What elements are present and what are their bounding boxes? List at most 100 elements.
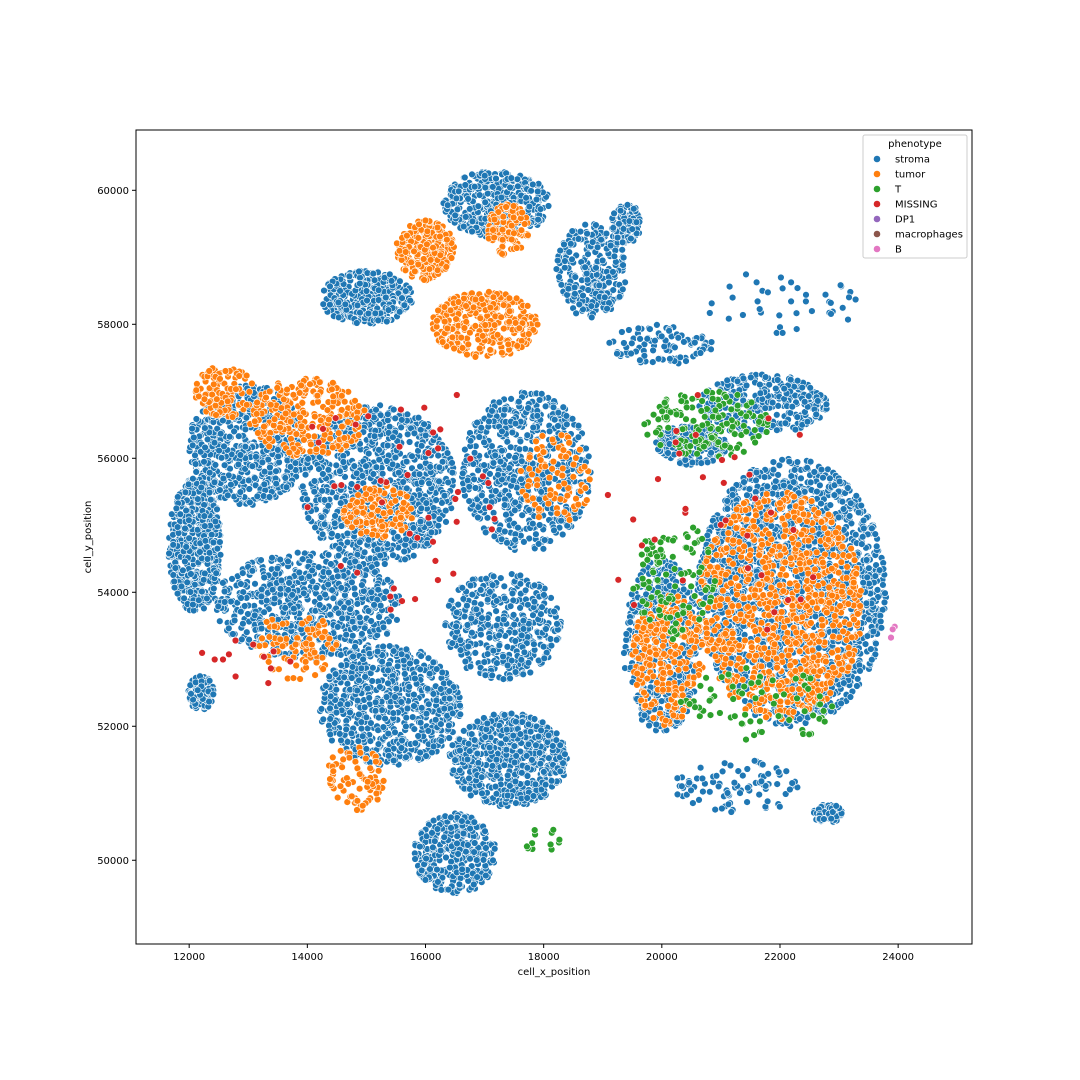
point-stroma bbox=[336, 730, 344, 738]
point-stroma bbox=[426, 669, 434, 678]
point-stroma bbox=[509, 731, 517, 740]
point-stroma bbox=[391, 728, 399, 736]
point-stroma bbox=[203, 594, 211, 603]
point-stroma bbox=[398, 736, 406, 745]
point-stroma bbox=[514, 182, 522, 191]
point-stroma bbox=[367, 719, 375, 727]
point-stroma bbox=[402, 713, 410, 722]
point-stroma bbox=[245, 485, 254, 493]
point-stroma bbox=[378, 470, 387, 478]
point-stroma bbox=[281, 474, 289, 482]
point-stroma bbox=[510, 742, 519, 750]
point-stroma bbox=[374, 545, 382, 554]
point-stroma bbox=[512, 799, 520, 807]
point-stroma bbox=[369, 664, 377, 672]
point-stroma bbox=[414, 414, 423, 422]
point-stroma bbox=[334, 298, 343, 307]
point-stroma bbox=[364, 684, 372, 693]
point-stroma bbox=[319, 300, 327, 308]
point-stroma bbox=[362, 462, 370, 470]
point-stroma bbox=[343, 738, 352, 746]
point-stroma bbox=[481, 183, 489, 192]
point-stroma bbox=[381, 560, 389, 568]
point-stroma bbox=[201, 443, 209, 452]
point-stroma bbox=[445, 734, 453, 742]
point-stroma bbox=[294, 548, 302, 557]
point-stroma bbox=[322, 682, 330, 690]
point-stroma bbox=[384, 410, 392, 418]
point-stroma bbox=[375, 713, 383, 722]
point-stroma bbox=[326, 301, 334, 309]
point-stroma bbox=[534, 215, 542, 224]
point-stroma bbox=[429, 742, 438, 751]
point-stroma bbox=[329, 594, 337, 602]
point-stroma bbox=[257, 556, 265, 564]
point-stroma bbox=[324, 502, 332, 510]
point-stroma bbox=[513, 175, 522, 183]
point-stroma bbox=[219, 579, 227, 587]
point-stroma bbox=[219, 474, 228, 483]
point-stroma bbox=[391, 453, 400, 462]
point-stroma bbox=[500, 761, 508, 769]
point-stroma bbox=[424, 685, 432, 693]
point-stroma bbox=[444, 201, 452, 209]
point-stroma bbox=[460, 727, 468, 735]
point-stroma bbox=[466, 785, 474, 793]
point-stroma bbox=[206, 469, 214, 477]
point-stroma bbox=[391, 414, 399, 422]
point-stroma bbox=[201, 569, 209, 578]
point-stroma bbox=[186, 588, 195, 596]
point-stroma bbox=[415, 470, 424, 478]
point-stroma bbox=[187, 570, 195, 578]
point-stroma bbox=[251, 611, 259, 619]
point-stroma bbox=[276, 555, 284, 564]
point-stroma bbox=[465, 774, 473, 783]
point-stroma bbox=[403, 410, 412, 419]
point-stroma bbox=[536, 759, 545, 768]
point-stroma bbox=[445, 721, 453, 730]
point-stroma bbox=[402, 753, 410, 761]
point-stroma bbox=[205, 549, 214, 557]
point-stroma bbox=[258, 585, 266, 594]
point-stroma bbox=[194, 495, 202, 503]
point-stroma bbox=[507, 709, 516, 718]
point-stroma bbox=[398, 294, 406, 302]
point-stroma bbox=[173, 589, 182, 598]
point-stroma bbox=[358, 581, 366, 589]
point-stroma bbox=[362, 745, 371, 753]
point-stroma bbox=[355, 267, 363, 276]
point-stroma bbox=[327, 692, 335, 700]
point-stroma bbox=[389, 551, 397, 559]
point-stroma bbox=[362, 713, 371, 721]
point-stroma bbox=[391, 693, 399, 701]
point-stroma bbox=[182, 543, 190, 551]
point-stroma bbox=[318, 530, 327, 538]
point-stroma bbox=[511, 777, 520, 786]
point-stroma bbox=[229, 630, 237, 638]
point-stroma bbox=[416, 718, 425, 727]
point-stroma bbox=[384, 729, 392, 738]
point-stroma bbox=[316, 601, 324, 609]
point-stroma bbox=[334, 551, 343, 560]
point-stroma bbox=[545, 754, 553, 762]
point-stroma bbox=[172, 504, 181, 513]
point-stroma bbox=[369, 470, 378, 478]
point-stroma bbox=[397, 744, 406, 752]
point-stroma bbox=[318, 513, 326, 521]
point-stroma bbox=[192, 415, 201, 423]
point-stroma bbox=[353, 301, 362, 310]
point-stroma bbox=[176, 510, 185, 518]
point-stroma bbox=[481, 733, 489, 741]
point-stroma bbox=[410, 541, 419, 550]
point-stroma bbox=[189, 441, 197, 449]
scatter-points bbox=[165, 168, 899, 897]
point-stroma bbox=[470, 736, 479, 744]
point-stroma bbox=[251, 580, 259, 588]
point-stroma bbox=[181, 488, 190, 496]
point-stroma bbox=[395, 469, 403, 477]
point-stroma bbox=[248, 567, 257, 575]
point-stroma bbox=[481, 198, 489, 207]
point-stroma bbox=[405, 683, 413, 691]
point-stroma bbox=[274, 452, 282, 461]
point-stroma bbox=[384, 306, 393, 314]
